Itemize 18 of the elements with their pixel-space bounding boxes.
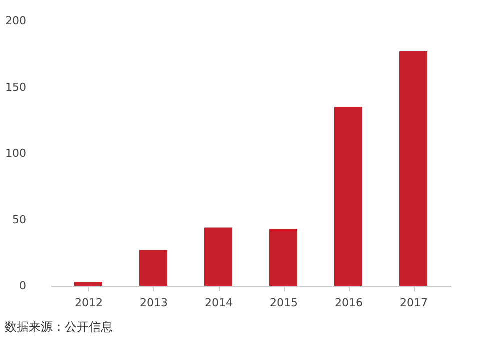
bar — [140, 250, 168, 286]
x-tick-label: 2013 — [140, 296, 168, 310]
bar — [270, 229, 298, 286]
bar — [400, 51, 428, 286]
bar — [74, 282, 102, 286]
x-tick-label: 2012 — [75, 296, 103, 310]
y-tick-label: 200 — [6, 14, 26, 28]
x-tick-label: 2017 — [400, 296, 428, 310]
y-tick-label: 0 — [20, 280, 26, 292]
bar — [334, 107, 362, 286]
bar — [204, 228, 232, 286]
y-tick-label: 150 — [6, 80, 26, 94]
x-tick-label: 2015 — [270, 296, 298, 310]
source-note: 数据来源：公开信息 — [5, 320, 114, 334]
x-tick-label: 2016 — [335, 296, 363, 310]
x-tick-label: 2014 — [205, 296, 233, 310]
y-tick-label: 50 — [12, 213, 26, 226]
y-tick-label: 100 — [6, 147, 26, 160]
